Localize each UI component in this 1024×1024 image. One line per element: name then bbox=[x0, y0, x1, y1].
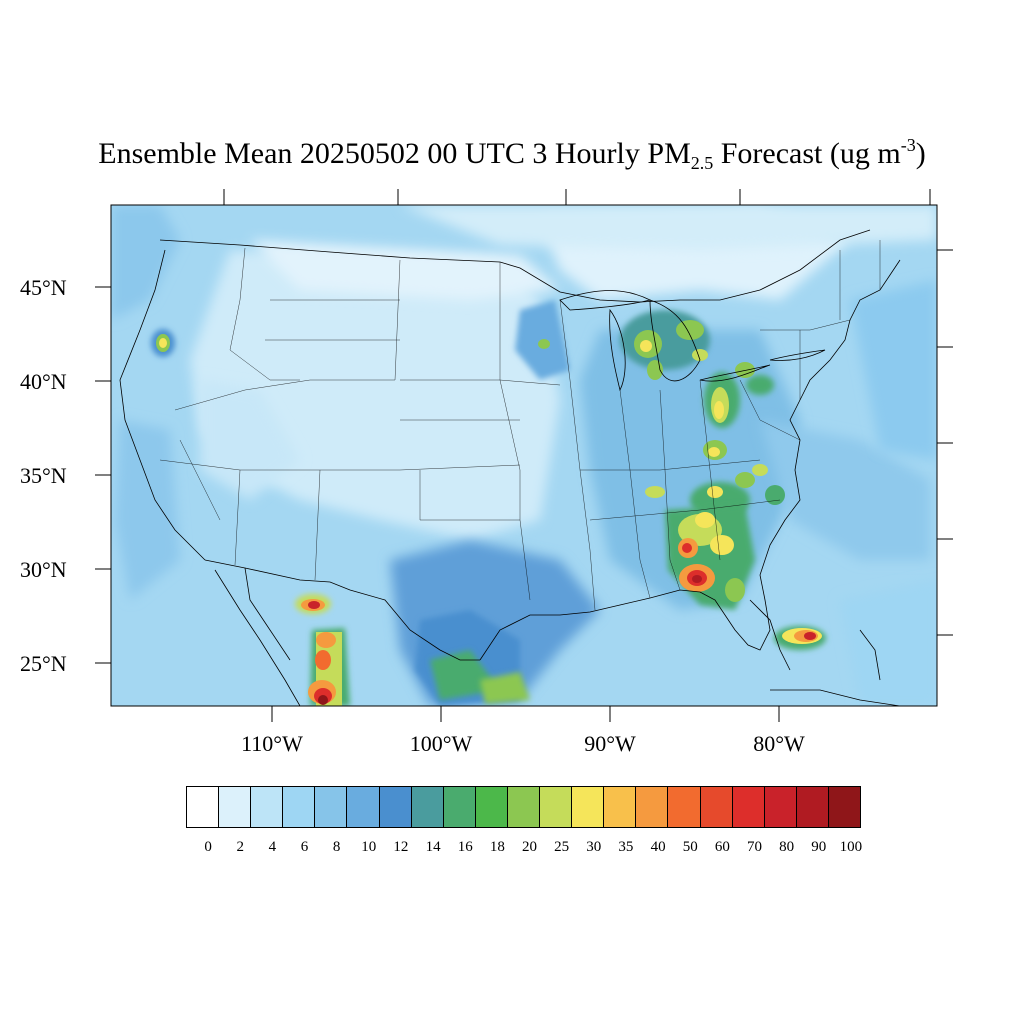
title-subscript: 2.5 bbox=[690, 153, 714, 173]
colorbar-cell bbox=[379, 787, 412, 827]
right-ticks bbox=[937, 249, 953, 636]
colorbar-cell bbox=[796, 787, 829, 827]
colorbar-cell bbox=[283, 787, 316, 827]
colorbar-label: 70 bbox=[747, 839, 762, 855]
colorbar-label: 10 bbox=[361, 839, 377, 855]
colorbar-label: 8 bbox=[332, 839, 341, 855]
title-suffix: ) bbox=[915, 137, 926, 170]
colorbar-label: 40 bbox=[650, 839, 666, 855]
colorbar-cell bbox=[604, 787, 637, 827]
colorbar-label: 25 bbox=[554, 839, 570, 855]
lat-ticks bbox=[95, 286, 111, 664]
colorbar-label: 18 bbox=[489, 839, 505, 855]
colorbar-label: 0 bbox=[204, 839, 212, 855]
colorbar-cell bbox=[187, 787, 220, 827]
map-boundaries bbox=[119, 229, 901, 706]
lat-label-40: 40°N bbox=[20, 369, 67, 394]
colorbar-cell bbox=[572, 787, 605, 827]
top-ticks bbox=[223, 189, 931, 205]
title-prefix: Ensemble Mean 20250502 00 UTC 3 Hourly P… bbox=[98, 137, 691, 170]
colorbar-cell bbox=[732, 787, 765, 827]
colorbar-label: 12 bbox=[393, 839, 409, 855]
colorbar-cell bbox=[347, 787, 380, 827]
bottom-ticks bbox=[271, 706, 780, 722]
lon-label-90w: 90°W bbox=[584, 731, 636, 756]
colorbar-cell bbox=[315, 787, 348, 827]
lon-label-110w: 110°W bbox=[241, 731, 303, 756]
colorbar-cell bbox=[636, 787, 669, 827]
colorbar-label: 2 bbox=[236, 839, 244, 855]
colorbar-label: 4 bbox=[268, 839, 277, 855]
lat-label-25: 25°N bbox=[20, 651, 67, 676]
colorbar-cell bbox=[251, 787, 284, 827]
colorbar-label: 16 bbox=[457, 839, 473, 855]
map-field bbox=[111, 205, 937, 706]
colorbar-cell bbox=[668, 787, 701, 827]
title-superscript: -3 bbox=[900, 135, 916, 155]
colorbar-label: 80 bbox=[779, 839, 795, 855]
plot-title: Ensemble Mean 20250502 00 UTC 3 Hourly P… bbox=[0, 134, 1024, 174]
colorbar-label: 14 bbox=[425, 839, 441, 855]
lat-label-30: 30°N bbox=[20, 557, 67, 582]
colorbar-cell bbox=[411, 787, 444, 827]
colorbar-label: 35 bbox=[618, 839, 634, 855]
colorbar-label: 60 bbox=[714, 839, 730, 855]
colorbar bbox=[186, 786, 861, 828]
colorbar-cell bbox=[507, 787, 541, 827]
lat-label-45: 45°N bbox=[20, 275, 67, 300]
lon-label-80w: 80°W bbox=[753, 731, 805, 756]
title-middle: Forecast (ug m bbox=[713, 137, 901, 170]
colorbar-cell bbox=[443, 787, 476, 827]
colorbar-label: 100 bbox=[839, 839, 863, 855]
colorbar-cell bbox=[475, 787, 508, 827]
colorbar-cell bbox=[540, 787, 573, 827]
colorbar-label: 90 bbox=[811, 839, 827, 855]
colorbar-cell bbox=[700, 787, 733, 827]
colorbar-cell bbox=[764, 787, 797, 827]
colorbar-label: 30 bbox=[586, 839, 602, 855]
colorbar-cell bbox=[828, 787, 860, 827]
colorbar-cell bbox=[219, 787, 252, 827]
state-lines bbox=[159, 240, 881, 611]
lat-label-35: 35°N bbox=[20, 463, 67, 488]
colorbar-label: 50 bbox=[682, 839, 698, 855]
colorbar-label: 20 bbox=[522, 839, 537, 855]
colorbar-label: 6 bbox=[300, 839, 309, 855]
map-frame bbox=[110, 204, 938, 707]
lon-label-100w: 100°W bbox=[409, 731, 473, 756]
